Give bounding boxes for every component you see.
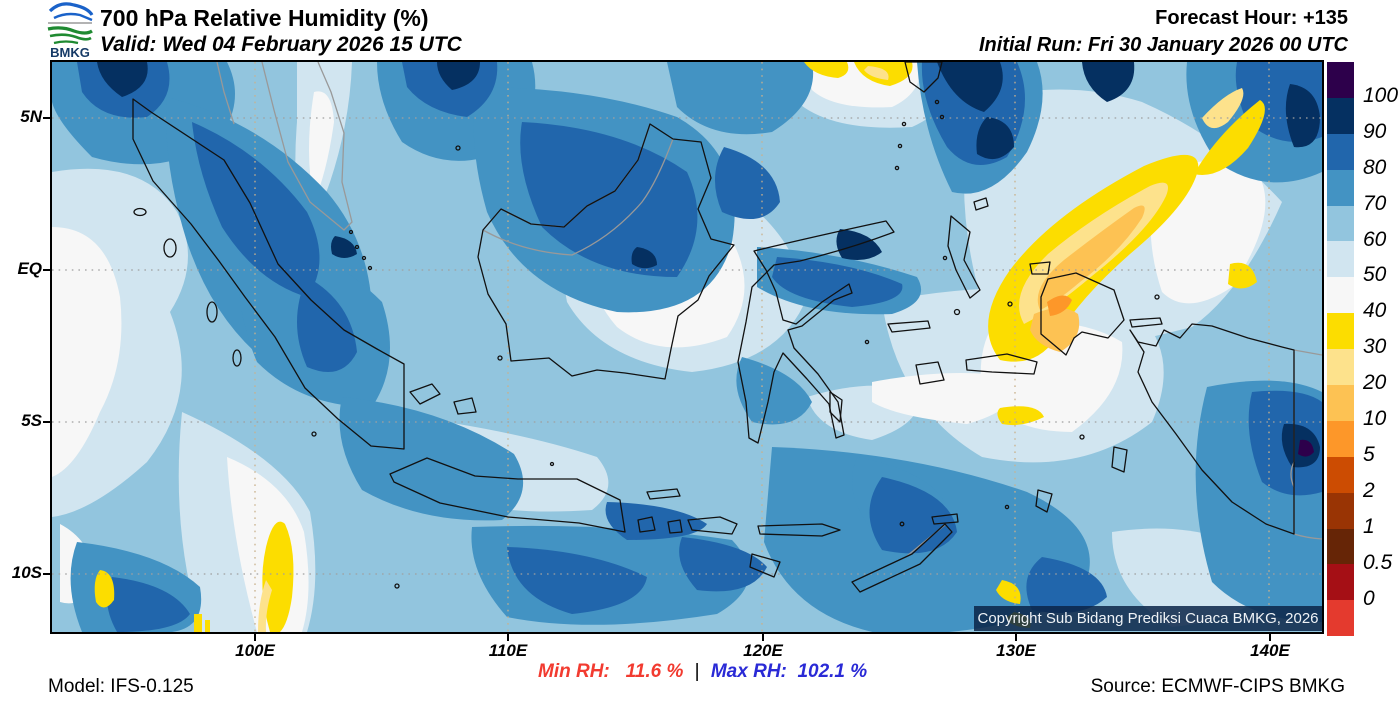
coastlines [132,62,1295,593]
y-tick-label: 5N [20,107,42,126]
y-tick-mark [43,573,50,575]
colorbar-swatch [1327,169,1354,206]
humidity-map-frame: Copyright Sub Bidang Prediksi Cuaca BMKG… [50,60,1324,634]
colorbar-swatch [1327,205,1354,242]
y-tick-label: 10S [11,563,42,582]
rh-5-10-region [1047,295,1072,316]
colorbar-label: 1 [1363,514,1375,538]
logo-cloud-icon [48,2,94,22]
colorbar-label: 0 [1363,586,1375,610]
colorbar-label: 20 [1363,371,1387,395]
colorbar-swatch [1327,528,1354,565]
min-rh-label: Min RH: [538,661,610,682]
colorbar-label: 2 [1363,478,1375,502]
min-rh-value: 11.6 % [625,661,684,682]
colorbar-swatch [1327,420,1354,457]
colorbar-swatch [1327,241,1354,278]
colorbar-swatch [1327,385,1354,421]
colorbar: 100 90 80 70 60 50 40 30 20 10 5 2 1 0.5 0 [1327,62,1398,637]
minmax-line: Min RH: 11.6 % | Max RH: 102.1 % [538,661,867,683]
colorbar-label: 50 [1363,263,1387,287]
colorbar-swatch [1327,564,1354,601]
colorbar-label: 30 [1363,335,1387,359]
model-label: Model: IFS-0.125 [48,676,194,697]
forecast-hour: Forecast Hour: +135 [1155,7,1348,29]
colorbar-label: 5 [1363,442,1375,466]
colorbar-swatch [1327,133,1354,170]
y-tick-mark [43,421,50,423]
y-tick-label: 5S [21,411,42,430]
rh-above-100-region [1298,439,1314,457]
valid-time: Valid: Wed 04 February 2026 15 UTC [100,33,462,56]
page-title: 700 hPa Relative Humidity (%) [100,5,429,31]
rh-10-20-regions [1030,205,1145,352]
x-tick-label: 130E [996,641,1036,660]
colorbar-label: 80 [1363,155,1387,179]
colorbar-swatch [1327,277,1354,314]
colorbar-swatch [1327,313,1354,350]
colorbar-label: 60 [1363,227,1387,251]
colorbar-label: 90 [1363,119,1387,143]
logo-waves-icon [47,26,93,45]
colorbar-label: 0.5 [1363,550,1393,574]
colorbar-swatch [1327,97,1354,134]
colorbar-label: 70 [1363,191,1387,215]
x-tick-mark [1269,634,1271,641]
minmax-separator: | [694,661,700,682]
y-tick-label: EQ [17,259,42,278]
longitude-gridlines [254,62,1270,632]
max-rh-label: Max RH: [710,661,787,682]
x-tick-mark [762,634,764,641]
source-label: Source: ECMWF-CIPS BMKG [1090,676,1345,697]
colorbar-label: 100 [1363,83,1399,107]
colorbar-swatch [1327,600,1354,637]
initial-run: Initial Run: Fri 30 January 2026 00 UTC [978,34,1348,56]
humidity-map [52,62,1322,632]
latitude-gridlines [52,117,1322,575]
colorbar-label: 10 [1363,407,1387,430]
max-rh-value: 102.1 % [797,661,868,682]
y-tick-mark [43,117,50,119]
copyright-bar: Copyright Sub Bidang Prediksi Cuaca BMKG… [974,606,1322,631]
x-tick-label: 140E [1250,641,1290,660]
logo-text: BMKG [50,45,90,58]
x-tick-label: 110E [488,641,528,660]
colorbar-label: 40 [1363,299,1387,323]
colorbar-swatch [1327,62,1354,98]
y-tick-mark [43,269,50,271]
x-tick-mark [507,634,509,641]
x-tick-label: 100E [235,641,275,660]
x-tick-mark [254,634,256,641]
x-tick-label: 120E [743,641,783,660]
colorbar-swatch [1327,456,1354,493]
rh-80-90-regions [77,62,1322,632]
x-tick-mark [1015,634,1017,641]
colorbar-swatch [1327,349,1354,386]
colorbar-swatch [1327,492,1354,529]
bmkg-logo: BMKG [47,2,94,58]
